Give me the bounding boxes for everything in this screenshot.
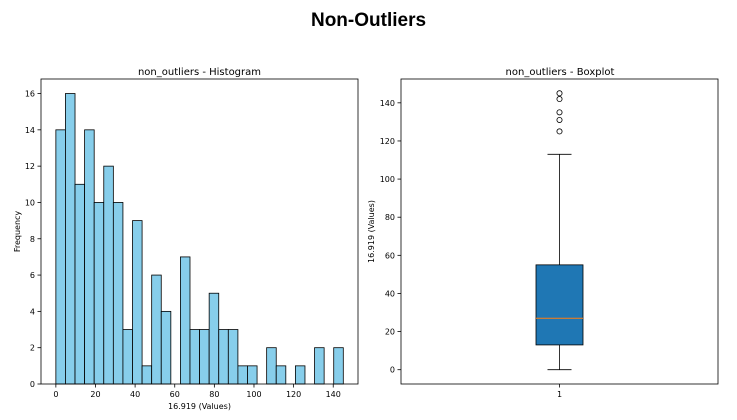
boxplot-y-tick-label: 140 xyxy=(380,99,395,108)
histogram-x-tick-label: 0 xyxy=(53,390,58,399)
boxplot-title: non_outliers - Boxplot xyxy=(506,67,615,78)
histogram-bar xyxy=(141,365,153,385)
histogram-frame xyxy=(40,78,359,385)
histogram-bar xyxy=(227,329,239,385)
histogram-bar xyxy=(65,93,76,385)
boxplot-y-tick-label: 40 xyxy=(385,289,395,298)
histogram-y-tick-label: 10 xyxy=(25,198,35,207)
outlier-point xyxy=(556,90,563,97)
outlier-point xyxy=(556,96,563,103)
histogram-bar xyxy=(333,347,344,385)
histogram-x-tick-label: 40 xyxy=(130,390,140,399)
outlier-point xyxy=(556,109,563,116)
boxplot-y-tick-label: 20 xyxy=(385,328,395,337)
histogram-bar xyxy=(314,347,325,385)
histogram-bar xyxy=(237,365,248,385)
boxplot-panel: non_outliers - Boxplot 1 0 20 40 60 80 100 120… xyxy=(367,67,719,399)
histogram-ylabel: Frequency xyxy=(13,211,22,253)
figure-title: Non-Outliers xyxy=(310,10,427,31)
histogram-bar xyxy=(247,365,258,385)
histogram-bar xyxy=(275,365,287,385)
histogram-bar xyxy=(122,329,133,385)
histogram-bar xyxy=(218,329,229,385)
histogram-x-tick-label: 140 xyxy=(326,390,341,399)
outlier-point xyxy=(556,128,563,135)
histogram-x-tick-label: 20 xyxy=(90,390,100,399)
boxplot-y-ticks: 0 20 40 60 80 100 120 140 xyxy=(380,99,401,375)
histogram-y-tick-label: 0 xyxy=(30,380,35,389)
histogram-y-tick-label: 8 xyxy=(30,235,35,244)
histogram-bar xyxy=(93,202,105,385)
boxplot-y-tick-label: 0 xyxy=(390,366,395,375)
histogram-y-tick-label: 14 xyxy=(25,126,35,135)
boxplot-x-ticks: 1 xyxy=(557,384,562,399)
histogram-bar xyxy=(74,183,86,385)
histogram-y-ticks: 0 2 4 6 8 10 12 14 16 xyxy=(25,90,41,389)
boxplot-y-tick-label: 120 xyxy=(380,137,395,146)
boxplot-y-tick-label: 80 xyxy=(385,213,395,222)
histogram-bar xyxy=(180,256,191,385)
histogram-bar xyxy=(151,274,162,385)
histogram-bar xyxy=(112,202,124,385)
histogram-y-tick-label: 16 xyxy=(25,90,35,99)
boxplot-ylabel: 16.919 (Values) xyxy=(367,200,376,263)
outlier-point xyxy=(556,116,563,123)
histogram-x-ticks: 0 20 40 60 80 100 120 140 xyxy=(53,384,341,399)
boxplot-body xyxy=(535,90,584,371)
histogram-x-tick-label: 80 xyxy=(209,390,219,399)
histogram-bar xyxy=(103,165,114,385)
histogram-panel: non_outliers - Histogram 0 20 40 60 80 100 120… xyxy=(13,67,359,411)
histogram-xlabel: 16.919 (Values) xyxy=(168,402,231,411)
iqr-box xyxy=(535,264,584,346)
histogram-x-tick-label: 60 xyxy=(170,390,180,399)
histogram-y-tick-label: 2 xyxy=(30,344,35,353)
histogram-bar xyxy=(84,129,95,385)
histogram-x-tick-label: 120 xyxy=(286,390,301,399)
histogram-y-tick-label: 12 xyxy=(25,162,35,171)
histogram-y-tick-label: 4 xyxy=(30,307,35,316)
histogram-bar xyxy=(266,347,277,385)
histogram-y-tick-label: 6 xyxy=(30,271,35,280)
histogram-bar xyxy=(160,310,172,385)
boxplot-y-tick-label: 100 xyxy=(380,175,395,184)
histogram-bars xyxy=(55,93,344,385)
histogram-bar xyxy=(294,365,306,385)
histogram-bar xyxy=(132,220,143,385)
histogram-title: non_outliers - Histogram xyxy=(138,67,261,78)
histogram-bar xyxy=(208,292,220,385)
boxplot-y-tick-label: 60 xyxy=(385,251,395,260)
histogram-bar xyxy=(199,329,210,385)
boxplot-x-tick-label: 1 xyxy=(557,390,562,399)
histogram-bar xyxy=(189,329,200,385)
histogram-bar xyxy=(55,129,66,385)
histogram-x-tick-label: 100 xyxy=(246,390,261,399)
